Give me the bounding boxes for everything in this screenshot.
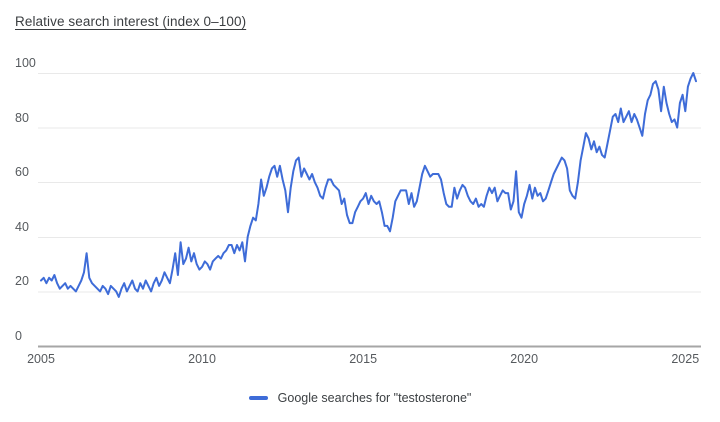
y-tick-label-20: 20 (15, 274, 29, 289)
series-line-testosterone (40, 72, 697, 298)
y-tick-label-60: 60 (15, 165, 29, 180)
x-tick-label-2015: 2015 (349, 352, 378, 366)
x-tick-label-2025: 2025 (671, 352, 700, 366)
y-tick-label-80: 80 (15, 110, 29, 125)
legend-line-swatch-icon (248, 396, 268, 400)
y-tick-label-40: 40 (15, 219, 29, 234)
y-tick-label-100: 100 (15, 56, 36, 70)
chart-title: Relative search interest (index 0–100) (15, 14, 247, 29)
y-tick-label-0: 0 (15, 329, 22, 343)
x-tick-label-2005: 2005 (27, 352, 55, 366)
x-tick-label-2010: 2010 (188, 352, 216, 366)
legend: Google searches for "testosterone" (0, 391, 720, 405)
x-tick-label-2020: 2020 (510, 352, 539, 366)
gridlines (38, 73, 701, 348)
legend-label: Google searches for "testosterone" (277, 391, 472, 405)
